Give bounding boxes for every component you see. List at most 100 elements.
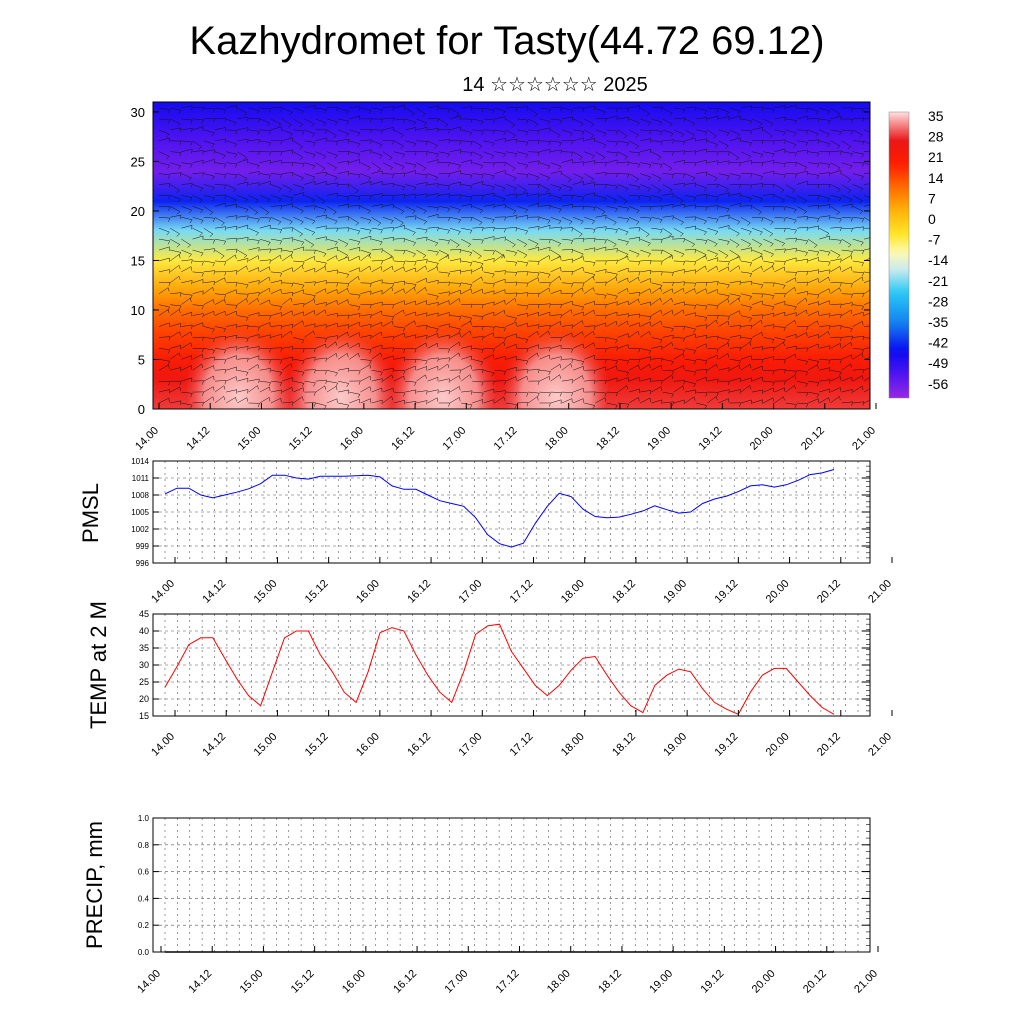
- wind-barb: [628, 260, 641, 266]
- wind-barb: [349, 398, 360, 404]
- wind-barb: [707, 265, 718, 273]
- wind-barb: [461, 151, 473, 157]
- wind-barb: [192, 217, 204, 224]
- wind-barb: [841, 302, 853, 307]
- wind-barb: [673, 260, 685, 266]
- wind-barb: [315, 260, 327, 267]
- wind-barb: [785, 173, 797, 178]
- wind-barb: [584, 271, 596, 278]
- wind-barb: [203, 117, 215, 123]
- wind-barb: [740, 238, 751, 248]
- wind-barb: [371, 193, 383, 198]
- wind-barb: [416, 324, 428, 330]
- wind-barb: [282, 377, 293, 382]
- wind-barb: [528, 216, 540, 221]
- wind-barb: [628, 236, 641, 242]
- wind-barb: [572, 331, 584, 338]
- wind-barb: [248, 292, 260, 297]
- wind-barb: [561, 151, 574, 156]
- wind-barb: [382, 387, 394, 393]
- wind-barb: [494, 129, 506, 136]
- wind-barb: [640, 107, 650, 117]
- wind-barb: [640, 321, 651, 327]
- wind-barb: [472, 173, 484, 179]
- wind-barb: [830, 184, 841, 193]
- x-tick-label: 14.00: [149, 578, 177, 606]
- wind-barb: [371, 387, 383, 393]
- wind-barb: [438, 173, 450, 178]
- wind-barb: [774, 260, 786, 266]
- wind-barb: [449, 258, 461, 263]
- wind-barb: [830, 170, 842, 175]
- wind-barb: [248, 139, 260, 144]
- wind-barb: [774, 227, 786, 233]
- wind-barb: [405, 118, 416, 126]
- wind-barb: [293, 396, 304, 404]
- wind-barb: [606, 227, 618, 234]
- wind-barb: [293, 246, 305, 251]
- wind-barb: [181, 238, 191, 248]
- wind-barb: [841, 255, 853, 262]
- wind-barb: [248, 378, 260, 383]
- wind-barb: [315, 137, 327, 142]
- wind-barb: [282, 346, 294, 351]
- wind-barb: [539, 238, 551, 244]
- wind-barb: [528, 380, 540, 385]
- wind-barb: [830, 116, 842, 121]
- colorbar-label: 35: [928, 108, 944, 124]
- wind-barb: [751, 376, 763, 382]
- wind-barb: [785, 304, 797, 311]
- wind-barb: [573, 161, 585, 166]
- wind-barb: [326, 106, 339, 111]
- wind-barb: [763, 260, 775, 267]
- wind-barb: [438, 217, 450, 222]
- wind-barb: [752, 293, 764, 298]
- wind-barb: [181, 259, 193, 264]
- y-tick-label: 1014: [131, 457, 149, 466]
- wind-barb: [192, 354, 204, 360]
- wind-barb: [371, 238, 383, 246]
- wind-barb: [819, 388, 831, 393]
- wind-barb: [785, 162, 797, 167]
- wind-barb: [763, 380, 775, 386]
- wind-barb: [740, 151, 752, 160]
- wind-barb: [248, 171, 260, 176]
- wind-barb: [282, 172, 294, 177]
- wind-barb: [226, 162, 238, 168]
- wind-barb: [203, 129, 215, 137]
- wind-barb: [192, 279, 204, 284]
- wind-barb: [662, 193, 674, 198]
- wind-barb: [360, 181, 372, 186]
- wind-barb: [684, 150, 697, 155]
- wind-barb: [606, 115, 618, 120]
- wind-barb: [315, 214, 327, 219]
- cross-section-frame: [152, 101, 871, 410]
- wind-barb: [718, 116, 730, 121]
- wind-barb: [282, 129, 293, 138]
- wind-barb: [170, 367, 182, 372]
- x-tick-label: 15.12: [303, 578, 331, 606]
- wind-barb: [606, 301, 618, 306]
- wind-barb: [371, 170, 383, 175]
- wind-barb: [774, 282, 786, 289]
- wind-barb: [248, 312, 260, 317]
- wind-barb: [226, 238, 238, 243]
- wind-barb: [203, 270, 215, 275]
- wind-barb: [662, 151, 674, 156]
- precip-panel: 0.00.20.40.60.81.0 14.00 14.12 15.00 15.12 1…: [82, 814, 880, 996]
- wind-barb: [483, 311, 495, 317]
- wind-barb: [516, 238, 527, 248]
- wind-barb: [595, 304, 607, 309]
- wind-barb: [572, 137, 584, 142]
- colorbar-label: 14: [928, 170, 944, 186]
- wind-barb: [449, 332, 461, 338]
- y-tick-label: 10: [131, 303, 145, 318]
- wind-barb: [863, 289, 870, 294]
- wind-barb: [752, 183, 764, 188]
- wind-barb: [449, 269, 462, 274]
- wind-barb: [517, 282, 529, 287]
- y-tick-label: 0.2: [138, 921, 150, 930]
- wind-barb: [640, 270, 652, 275]
- wind-barb: [338, 150, 350, 156]
- wind-barb: [349, 369, 361, 375]
